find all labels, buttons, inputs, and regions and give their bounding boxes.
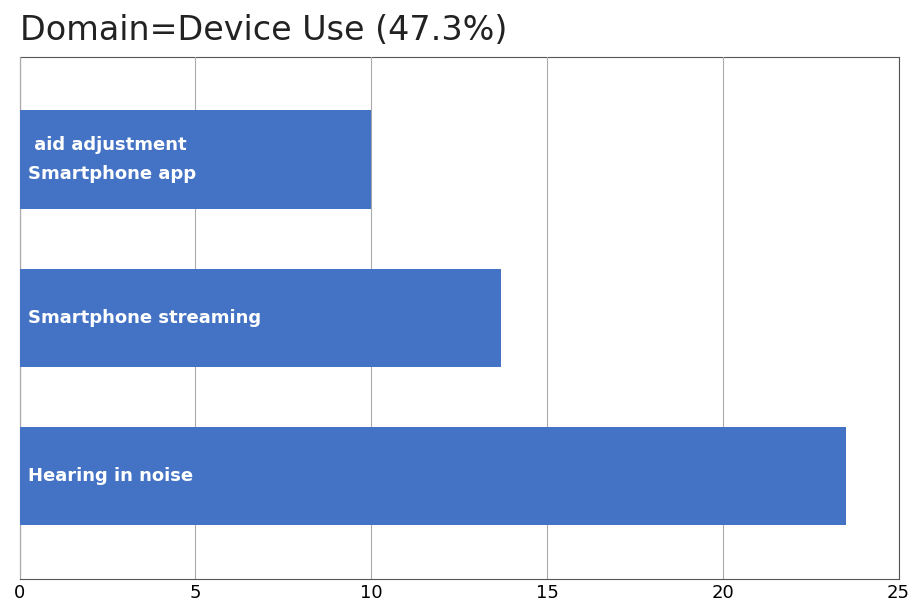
Text: Smartphone streaming: Smartphone streaming	[29, 309, 261, 327]
Bar	[19, 427, 845, 525]
Bar	[19, 110, 371, 209]
Text: Smartphone app: Smartphone app	[29, 164, 197, 183]
Text: aid adjustment: aid adjustment	[29, 136, 187, 154]
Text: Hearing in noise: Hearing in noise	[29, 468, 193, 485]
Text: Domain=Device Use (47.3%): Domain=Device Use (47.3%)	[19, 14, 507, 47]
Bar	[19, 269, 501, 367]
